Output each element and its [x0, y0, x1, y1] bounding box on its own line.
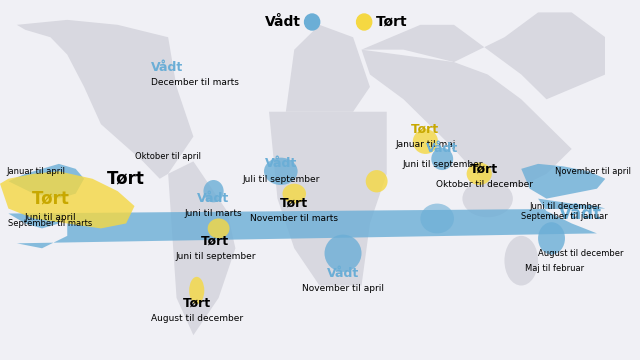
Text: Vådt: Vådt	[327, 267, 359, 280]
Text: Januar til april: Januar til april	[7, 167, 66, 176]
Polygon shape	[8, 199, 605, 248]
Text: Vådt: Vådt	[265, 15, 301, 29]
Ellipse shape	[189, 277, 204, 304]
Text: August til december: August til december	[150, 314, 243, 323]
Ellipse shape	[431, 148, 453, 170]
Text: November til april: November til april	[555, 167, 631, 176]
Text: Maj til februar: Maj til februar	[525, 264, 584, 273]
Text: December til marts: December til marts	[151, 78, 239, 87]
Text: Vådt: Vådt	[197, 192, 230, 205]
Polygon shape	[521, 164, 605, 199]
Ellipse shape	[204, 180, 223, 202]
Ellipse shape	[420, 204, 454, 233]
Text: Vådt: Vådt	[265, 157, 297, 170]
Text: Januar til maj: Januar til maj	[396, 140, 456, 149]
Text: Tørt: Tørt	[280, 197, 308, 210]
Text: Tørt: Tørt	[107, 170, 145, 188]
Polygon shape	[8, 164, 84, 199]
Text: Oktober til december: Oktober til december	[436, 180, 532, 189]
Ellipse shape	[463, 180, 513, 217]
Text: Oktober til april: Oktober til april	[134, 152, 200, 161]
Polygon shape	[286, 25, 370, 112]
Polygon shape	[362, 50, 572, 186]
Text: Vådt: Vådt	[151, 60, 184, 73]
Text: Tørt: Tørt	[376, 15, 407, 29]
Ellipse shape	[264, 158, 298, 185]
Text: Tørt: Tørt	[470, 162, 499, 175]
Ellipse shape	[538, 222, 565, 255]
Ellipse shape	[282, 184, 306, 204]
Text: September til marts: September til marts	[8, 219, 93, 228]
Text: Juni til september: Juni til september	[175, 252, 255, 261]
Circle shape	[356, 14, 372, 30]
Text: Juni til september: Juni til september	[402, 160, 483, 169]
Polygon shape	[168, 161, 236, 335]
Text: Juli til september: Juli til september	[242, 175, 319, 184]
Text: Tørt: Tørt	[182, 296, 211, 309]
Text: November til april: November til april	[302, 284, 384, 293]
Ellipse shape	[207, 219, 230, 238]
Ellipse shape	[504, 236, 538, 285]
Polygon shape	[0, 171, 134, 228]
Polygon shape	[17, 20, 193, 179]
Text: August til december: August til december	[538, 249, 623, 258]
Polygon shape	[269, 112, 387, 285]
Text: Juni til marts: Juni til marts	[185, 210, 243, 219]
Text: Vådt: Vådt	[426, 143, 458, 156]
Text: September til januar: September til januar	[521, 212, 608, 220]
Text: Tørt: Tørt	[201, 234, 229, 247]
Text: Tørt: Tørt	[412, 123, 440, 136]
Text: Juni til april: Juni til april	[24, 213, 76, 222]
Ellipse shape	[467, 163, 492, 185]
Ellipse shape	[413, 129, 438, 154]
Text: Tørt: Tørt	[31, 190, 69, 208]
Ellipse shape	[365, 170, 388, 192]
Circle shape	[305, 14, 320, 30]
Ellipse shape	[324, 235, 362, 272]
Text: November til marts: November til marts	[250, 215, 339, 224]
Polygon shape	[362, 12, 605, 99]
Text: Vådt: Vådt	[559, 204, 602, 222]
Text: Juni til december: Juni til december	[530, 202, 602, 211]
